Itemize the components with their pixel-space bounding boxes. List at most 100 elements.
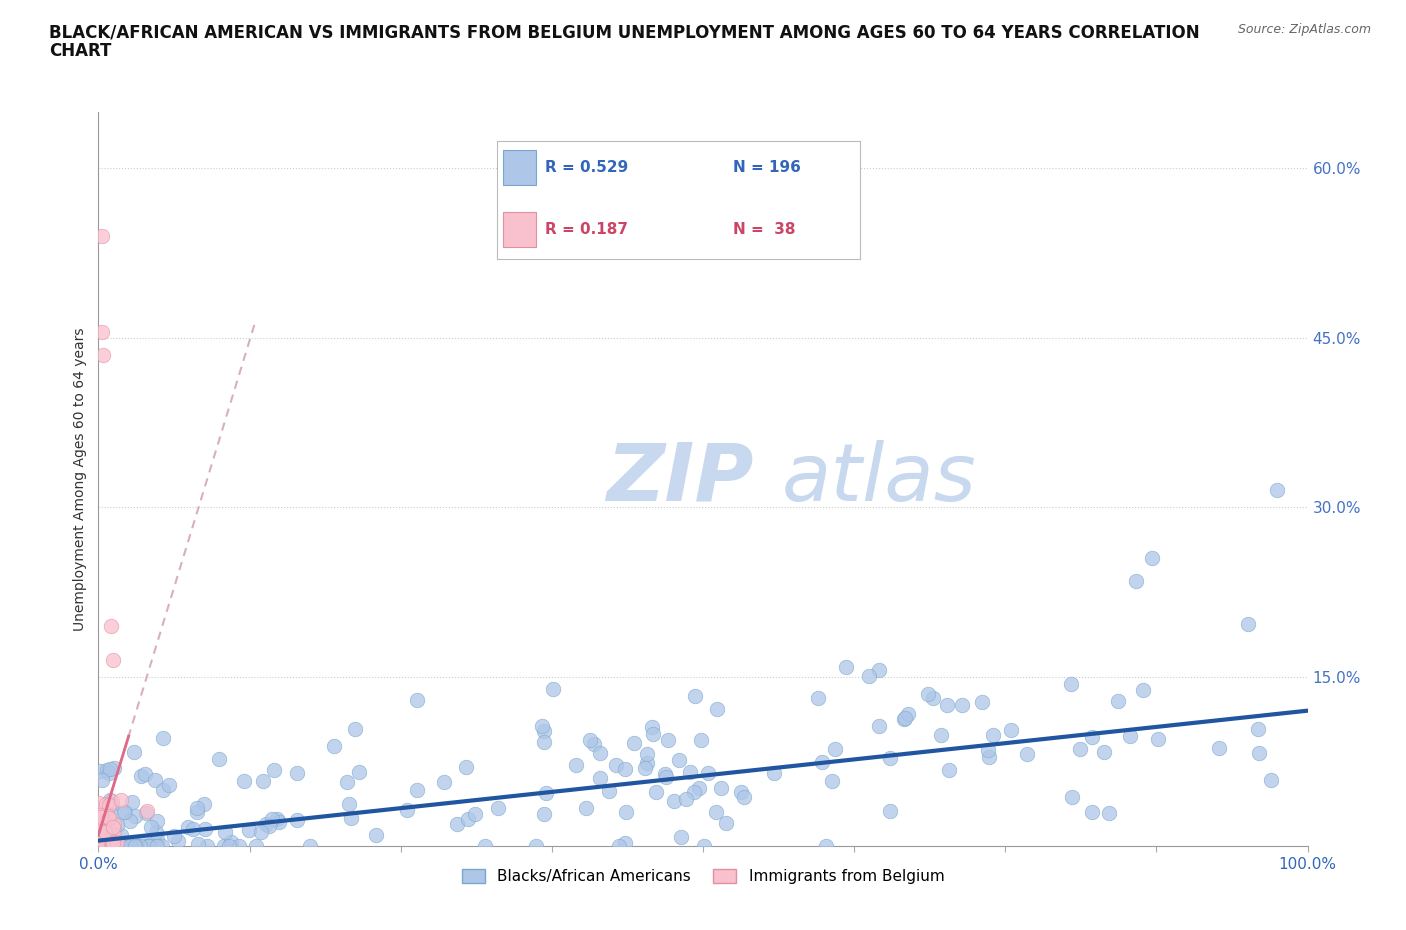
Point xyxy=(285,812,308,827)
Point xyxy=(136,839,159,854)
Point xyxy=(433,775,456,790)
Point xyxy=(91,325,114,339)
Point xyxy=(91,347,114,362)
Point xyxy=(114,839,136,854)
Point xyxy=(257,818,280,833)
Point xyxy=(214,825,236,840)
Point xyxy=(105,839,128,854)
Point xyxy=(94,836,117,851)
Point xyxy=(588,770,610,785)
Point xyxy=(266,811,288,826)
Point xyxy=(93,823,115,838)
Point xyxy=(486,801,509,816)
Point xyxy=(858,669,880,684)
Point xyxy=(641,719,664,734)
Point xyxy=(122,745,145,760)
Point xyxy=(100,806,122,821)
Point xyxy=(1265,483,1288,498)
Point xyxy=(541,682,564,697)
Point xyxy=(97,798,120,813)
Point xyxy=(134,766,156,781)
Point xyxy=(762,765,785,780)
Point xyxy=(252,774,274,789)
Point xyxy=(93,839,115,854)
Point xyxy=(682,785,704,800)
Point xyxy=(395,803,418,817)
Point xyxy=(124,808,146,823)
Text: ZIP: ZIP xyxy=(606,440,754,518)
Point xyxy=(1060,790,1083,804)
Point xyxy=(347,764,370,779)
Point xyxy=(970,695,993,710)
Point xyxy=(692,839,714,854)
Point xyxy=(186,804,208,819)
Point xyxy=(1237,617,1260,631)
Point xyxy=(1208,740,1230,755)
Point xyxy=(340,811,363,826)
Point xyxy=(336,775,359,790)
Point xyxy=(101,835,124,850)
Point xyxy=(654,766,676,781)
Point xyxy=(1000,723,1022,737)
Point xyxy=(1060,676,1083,691)
Point xyxy=(834,660,856,675)
Point xyxy=(187,837,209,852)
Point xyxy=(868,663,890,678)
Point xyxy=(662,793,685,808)
Point xyxy=(139,820,162,835)
Point xyxy=(90,839,112,854)
Point xyxy=(1080,804,1102,819)
Point xyxy=(623,736,645,751)
Point xyxy=(589,746,612,761)
Point xyxy=(977,743,1000,758)
Point xyxy=(657,732,679,747)
Point xyxy=(533,735,555,750)
Point xyxy=(98,792,121,807)
Point xyxy=(260,812,283,827)
Point xyxy=(105,835,128,850)
Point xyxy=(114,804,136,819)
Point xyxy=(150,839,173,854)
Point xyxy=(146,831,169,846)
Point xyxy=(89,764,111,778)
Point xyxy=(533,724,555,738)
Point xyxy=(152,731,174,746)
Point xyxy=(583,737,606,751)
Point xyxy=(89,807,111,822)
Point xyxy=(110,792,132,807)
Point xyxy=(679,764,702,779)
Point xyxy=(893,711,915,726)
Point xyxy=(536,786,558,801)
Point xyxy=(643,727,665,742)
Point xyxy=(90,822,112,837)
Point xyxy=(89,823,111,838)
Point xyxy=(100,762,122,777)
Point xyxy=(194,822,217,837)
Point xyxy=(93,831,115,846)
Point xyxy=(94,796,117,811)
Point xyxy=(91,839,114,854)
Point xyxy=(1081,730,1104,745)
Point xyxy=(207,751,229,766)
Point xyxy=(105,817,128,832)
Point xyxy=(607,839,630,854)
Point xyxy=(710,780,733,795)
Point xyxy=(121,795,143,810)
Point xyxy=(821,774,844,789)
Point xyxy=(935,698,957,712)
Point xyxy=(145,825,167,840)
Point xyxy=(533,806,555,821)
Point xyxy=(91,229,114,244)
Point xyxy=(298,839,321,854)
Point xyxy=(120,814,142,829)
Point xyxy=(91,833,114,848)
Point xyxy=(181,821,204,836)
Point xyxy=(101,797,124,812)
Point xyxy=(446,817,468,831)
Point xyxy=(323,738,346,753)
Point xyxy=(614,761,637,776)
Point xyxy=(103,828,125,843)
Point xyxy=(90,839,112,854)
Point xyxy=(1015,747,1038,762)
Point xyxy=(977,750,1000,764)
